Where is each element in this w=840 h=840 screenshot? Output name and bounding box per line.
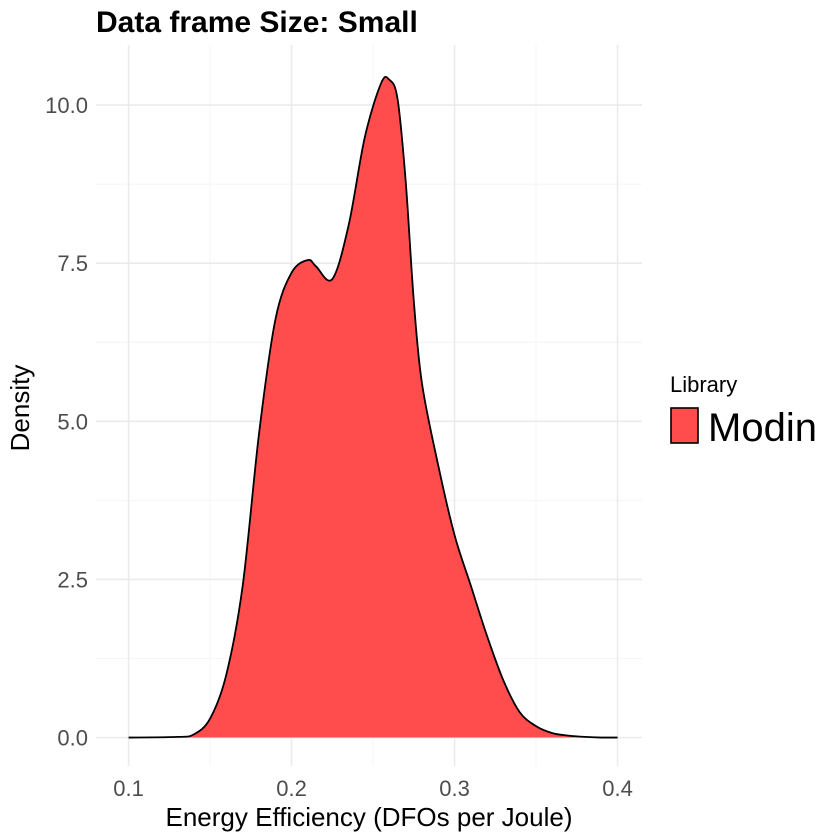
density-area-modin	[128, 76, 618, 738]
density-curve-modin	[128, 75, 618, 739]
legend-key-modin	[670, 407, 699, 444]
x-tick-label: 0.3	[439, 776, 470, 801]
x-axis-ticks: 0.1 0.2 0.3 0.4	[113, 776, 633, 801]
legend-label-modin: Modin	[708, 406, 817, 450]
chart-title: Data frame Size: Small	[96, 6, 418, 39]
x-axis-title: Energy Efficiency (DFOs per Joule)	[166, 802, 573, 832]
y-tick-label: 2.5	[57, 567, 88, 592]
y-axis-title: Density	[5, 365, 35, 452]
y-tick-label: 5.0	[57, 409, 88, 434]
y-axis-ticks: 0.0 2.5 5.0 7.5 10.0	[45, 93, 88, 750]
y-tick-label: 7.5	[57, 251, 88, 276]
legend: Library Modin	[670, 372, 817, 450]
x-tick-label: 0.2	[276, 776, 307, 801]
plot-area	[128, 75, 618, 739]
x-tick-label: 0.4	[602, 776, 633, 801]
legend-title: Library	[670, 372, 737, 397]
x-tick-label: 0.1	[113, 776, 144, 801]
y-tick-label: 10.0	[45, 93, 88, 118]
y-tick-label: 0.0	[57, 726, 88, 751]
